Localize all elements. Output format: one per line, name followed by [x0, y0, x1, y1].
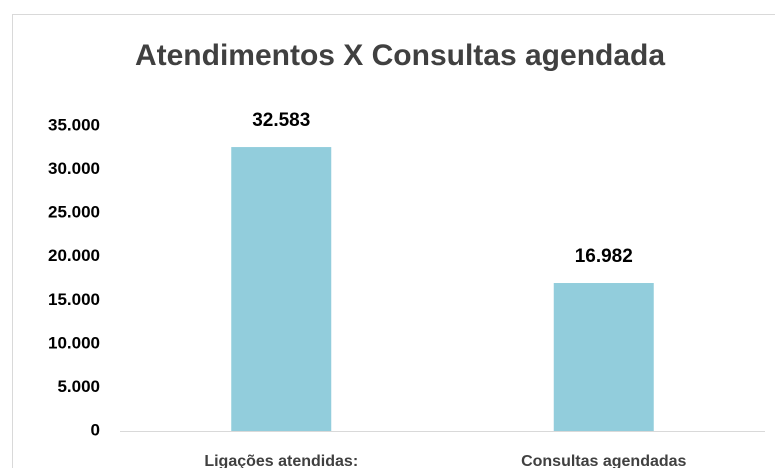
bar	[553, 283, 654, 431]
y-tick-label: 0	[91, 420, 100, 439]
y-tick-label: 35.000	[48, 115, 100, 134]
value-label: 16.982	[575, 246, 633, 267]
y-tick-label: 30.000	[48, 159, 100, 178]
x-tick-label: Consultas agendadas	[521, 453, 686, 468]
value-label: 32.583	[252, 110, 310, 131]
y-tick-label: 25.000	[48, 203, 100, 222]
chart-border	[12, 14, 775, 468]
y-tick-label: 10.000	[48, 333, 100, 352]
chart-title: Atendimentos X Consultas agendada	[135, 39, 665, 72]
bar	[231, 147, 332, 431]
y-tick-label: 15.000	[48, 290, 100, 309]
y-tick-label: 20.000	[48, 246, 100, 265]
x-tick-label: Ligações atendidas:	[204, 453, 358, 468]
y-tick-label: 5.000	[57, 377, 100, 396]
